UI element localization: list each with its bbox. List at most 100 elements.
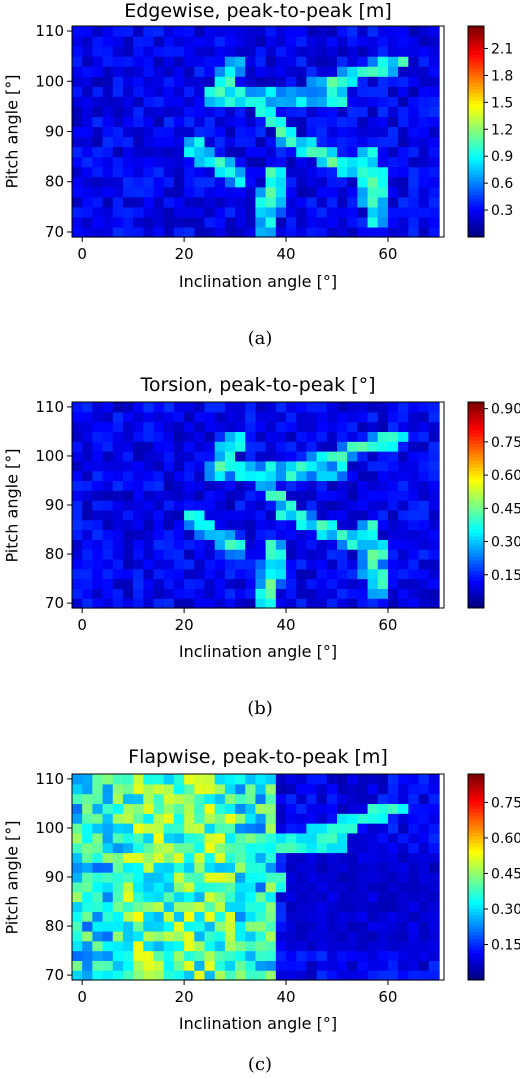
colorbar-segment: [468, 825, 484, 830]
heatmap-cell: [122, 96, 134, 107]
heatmap-cell: [357, 480, 369, 491]
heatmap-cell: [214, 891, 226, 903]
colorbar-segment: [468, 110, 484, 115]
heatmap-cell: [347, 86, 359, 97]
heatmap-cell: [184, 539, 196, 550]
heatmap-cell: [286, 480, 297, 491]
heatmap-cell: [173, 901, 185, 912]
heatmap-cell: [122, 901, 134, 912]
heatmap-cell: [377, 166, 389, 178]
y-tick-label: 70: [45, 594, 64, 612]
heatmap-cell: [255, 568, 267, 580]
heatmap-cell: [143, 490, 155, 501]
heatmap-cell: [184, 206, 196, 218]
heatmap-cell: [367, 146, 379, 158]
heatmap-cell: [153, 490, 165, 501]
heatmap-cell: [347, 402, 359, 413]
heatmap-cell: [92, 588, 104, 599]
heatmap-cell: [398, 421, 410, 433]
heatmap-cell: [133, 891, 145, 903]
heatmap-cell: [326, 509, 338, 521]
heatmap-cell: [133, 116, 145, 128]
heatmap-cell: [408, 960, 420, 971]
heatmap-cell: [82, 421, 94, 433]
heatmap-cell: [214, 950, 226, 961]
heatmap-cell: [82, 842, 94, 854]
heatmap-cell: [347, 578, 359, 589]
heatmap-cell: [418, 960, 430, 971]
heatmap-cell: [204, 832, 216, 844]
heatmap-cell: [92, 578, 104, 589]
heatmap-cell: [204, 56, 216, 67]
heatmap-cell: [408, 431, 420, 442]
heatmap-cell: [112, 226, 124, 238]
heatmap-cell: [367, 539, 379, 550]
heatmap-cell: [398, 911, 410, 922]
heatmap-cell: [204, 490, 216, 501]
colorbar-segment: [468, 846, 484, 851]
heatmap-cell: [112, 911, 124, 922]
heatmap-cell: [112, 46, 124, 57]
heatmap-cell: [418, 421, 430, 433]
heatmap-cell: [255, 441, 267, 452]
heatmap-cell: [347, 842, 359, 854]
heatmap-cell: [357, 66, 369, 77]
heatmap-cell: [112, 803, 124, 814]
heatmap-cell: [214, 480, 226, 491]
colorbar-segment: [468, 450, 484, 454]
heatmap-cell: [398, 793, 410, 805]
heatmap-cell: [72, 411, 83, 423]
heatmap-cell: [418, 402, 430, 413]
heatmap-cell: [102, 578, 114, 589]
heatmap-cell: [347, 872, 359, 883]
heatmap-cell: [224, 901, 236, 912]
heatmap-cell: [357, 490, 369, 501]
heatmap-cell: [184, 126, 196, 138]
heatmap-cell: [347, 549, 359, 560]
heatmap-cell: [316, 921, 328, 932]
heatmap-cell: [143, 793, 155, 805]
heatmap-cell: [204, 166, 216, 178]
heatmap-cell: [377, 451, 389, 462]
heatmap-cell: [245, 940, 257, 952]
heatmap-cell: [265, 126, 277, 138]
heatmap-cell: [92, 803, 104, 814]
heatmap-cell: [296, 402, 308, 413]
heatmap-cell: [194, 56, 206, 67]
heatmap-cell: [194, 441, 206, 452]
heatmap-cell: [173, 921, 185, 932]
heatmap-cell: [357, 803, 369, 814]
heatmap-cell: [102, 872, 114, 883]
heatmap-cell: [265, 558, 277, 570]
heatmap-cell: [418, 832, 430, 844]
heatmap-cell: [296, 431, 308, 442]
heatmap-cell: [112, 136, 124, 148]
heatmap-cell: [418, 598, 430, 609]
heatmap-cell: [143, 509, 155, 521]
heatmap-cell: [347, 480, 359, 491]
heatmap-cell: [122, 411, 134, 423]
colorbar-segment: [468, 904, 484, 909]
heatmap-cell: [367, 823, 379, 834]
heatmap-cell: [184, 411, 196, 423]
colorbar-segment: [468, 852, 484, 857]
heatmap-cell: [265, 26, 277, 37]
heatmap-cell: [245, 116, 257, 128]
heatmap-cell: [82, 558, 94, 570]
heatmap-cell: [102, 598, 114, 609]
heatmap-cell: [316, 96, 328, 107]
heatmap-cell: [173, 588, 185, 599]
heatmap-cell: [316, 76, 328, 87]
heatmap-cell: [387, 539, 399, 550]
heatmap-cell: [112, 783, 124, 795]
heatmap-cell: [326, 460, 338, 472]
heatmap-cell: [316, 411, 328, 423]
heatmap-cell: [245, 56, 257, 67]
heatmap-cell: [72, 480, 83, 491]
heatmap-cell: [428, 803, 440, 814]
y-tick-label: 80: [45, 917, 64, 935]
heatmap-cell: [153, 813, 165, 824]
heatmap-cell: [163, 206, 175, 218]
heatmap-cell: [112, 196, 124, 208]
heatmap-cell: [133, 558, 145, 570]
